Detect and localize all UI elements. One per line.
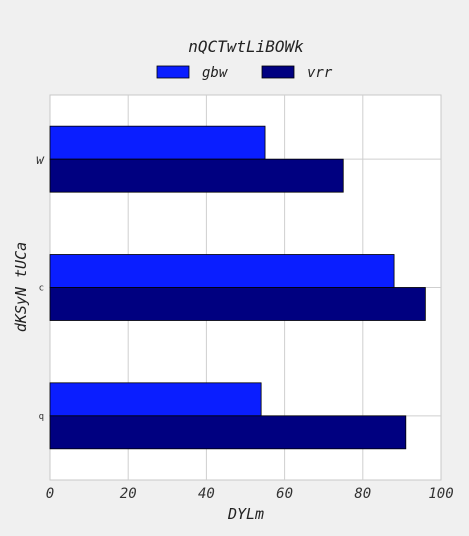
x-tick-label: 100 <box>428 486 453 502</box>
y-tick-label: q <box>39 412 44 422</box>
bar-vrr-q <box>49 415 407 450</box>
legend: gbw vrr <box>156 65 333 81</box>
bar-gbw-q <box>49 382 262 417</box>
y-tick-label: c <box>39 284 44 294</box>
bar-gbw-c <box>49 254 395 288</box>
bar-gbw-w <box>49 125 266 160</box>
x-tick-label: 80 <box>354 486 371 502</box>
y-tick-label: w <box>36 153 45 168</box>
y-ticks: w c q <box>36 153 45 422</box>
x-ticks: 0 20 40 60 80 100 <box>46 486 454 502</box>
bar-vrr-w <box>49 158 344 193</box>
legend-label-vrr: vrr <box>307 65 333 81</box>
x-tick-label: 40 <box>198 486 215 502</box>
x-axis-label: DYLm <box>227 505 264 523</box>
x-tick-label: 60 <box>276 486 293 502</box>
bars <box>49 125 426 450</box>
legend-swatch-vrr <box>261 65 295 79</box>
legend-swatch-gbw <box>156 65 190 79</box>
bar-vrr-c <box>49 287 426 321</box>
y-axis-label: dKSyN tUCa <box>12 242 30 332</box>
x-tick-label: 0 <box>46 486 54 502</box>
legend-label-gbw: gbw <box>202 65 228 81</box>
x-tick-label: 20 <box>120 486 137 502</box>
chart-title: nQCTwtLiBOWk <box>188 37 304 56</box>
